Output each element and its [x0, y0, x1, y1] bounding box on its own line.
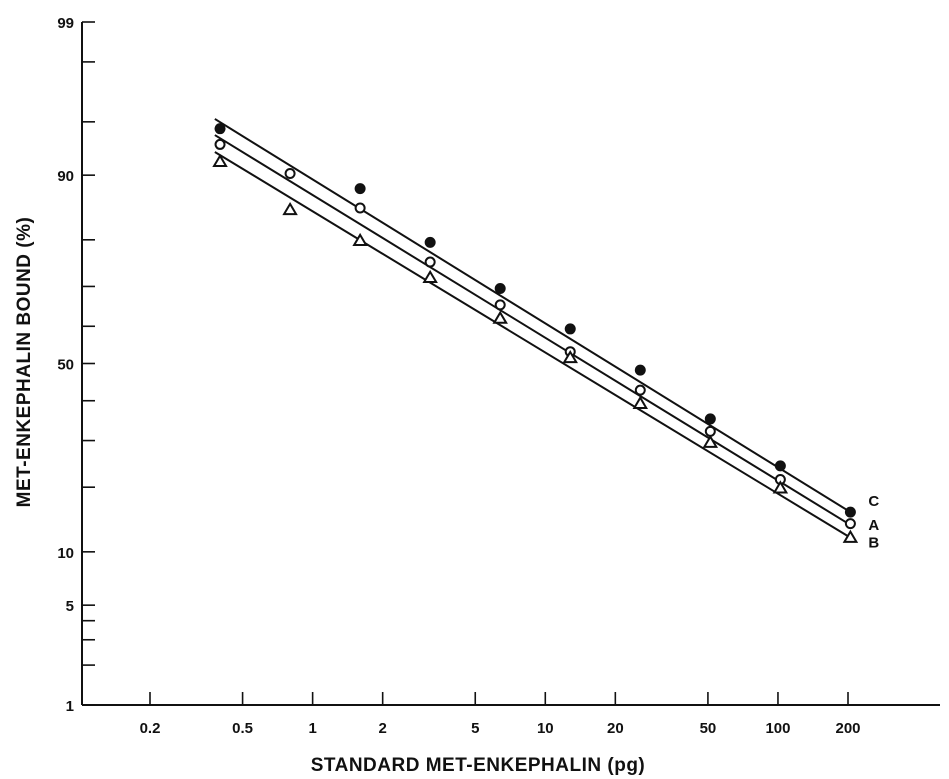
point-c: [494, 283, 506, 295]
point-a: [424, 256, 436, 268]
point-b: [562, 350, 578, 364]
y-tick-label: 90: [57, 168, 74, 185]
point-c: [424, 236, 436, 248]
x-tick-label: 0.5: [232, 720, 253, 737]
fit-line-b: [214, 151, 851, 539]
point-c: [844, 506, 856, 518]
point-c: [564, 323, 576, 335]
series-label-c: C: [868, 493, 879, 510]
point-c: [774, 460, 786, 472]
point-b: [352, 232, 368, 247]
point-c: [634, 364, 646, 376]
point-a: [494, 299, 506, 311]
point-b: [492, 310, 508, 324]
fit-line-a: [214, 134, 851, 526]
point-b: [212, 153, 228, 168]
point-c: [704, 413, 716, 425]
point-a: [704, 425, 716, 437]
series-label-b: B: [868, 535, 879, 552]
fit-lines: [214, 118, 851, 539]
point-a: [354, 202, 366, 214]
point-b: [702, 434, 719, 448]
point-b: [772, 480, 789, 494]
x-axis-title: STANDARD MET-ENKEPHALIN (pg): [311, 755, 646, 776]
point-c: [214, 123, 226, 135]
x-tick-label: 20: [607, 720, 624, 737]
point-a: [634, 384, 646, 396]
y-tick-label: 50: [57, 357, 74, 374]
point-a: [214, 138, 226, 150]
x-tick-label: 5: [471, 720, 479, 737]
x-tick-label: 0.2: [140, 720, 161, 737]
y-tick-label: 99: [57, 15, 74, 32]
x-tick-label: 2: [378, 720, 386, 737]
y-axis-title: MET-ENKEPHALIN BOUND (%): [14, 217, 35, 508]
y-tick-label: 5: [66, 598, 74, 615]
y-tick-label: 10: [57, 545, 74, 562]
fit-line-c: [214, 118, 851, 513]
tick-labels: 1 5 10 50 90 99 0.2 0.5 1 2 5 10 20 50 100 200 CAB: [57, 15, 879, 737]
point-b: [422, 269, 438, 284]
point-c: [354, 183, 366, 195]
x-tick-label: 200: [835, 720, 860, 737]
point-b: [282, 201, 298, 216]
axes: [81, 21, 940, 706]
point-b: [842, 529, 859, 543]
point-a: [284, 167, 296, 179]
data-points: [212, 123, 859, 543]
x-tick-label: 100: [765, 720, 790, 737]
y-tick-label: 1: [66, 698, 74, 715]
series-label-a: A: [868, 517, 879, 534]
point-a: [844, 518, 856, 530]
x-tick-label: 50: [700, 720, 717, 737]
point-b: [632, 395, 649, 409]
x-tick-label: 10: [537, 720, 554, 737]
x-tick-label: 1: [308, 720, 316, 737]
